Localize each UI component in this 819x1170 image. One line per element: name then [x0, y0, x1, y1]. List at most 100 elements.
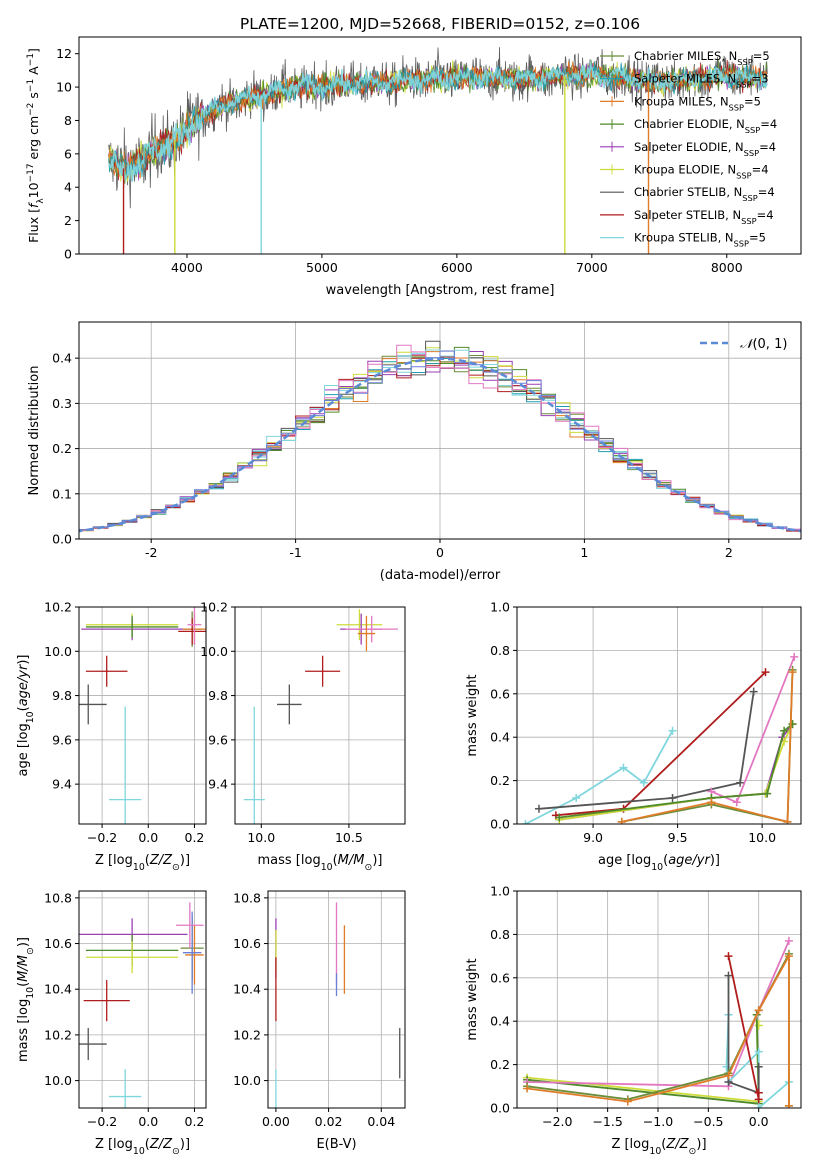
- legend-entry: 𝒩(0, 1): [740, 337, 787, 352]
- y-tick-label: 10.0: [44, 644, 72, 659]
- series-marker: [623, 1097, 632, 1106]
- legend-entry: Salpeter MILES, NSSP=3: [634, 72, 769, 90]
- series-line: [559, 723, 794, 821]
- x-tick-label: 0.04: [367, 1114, 395, 1129]
- y-tick-label: 0.8: [490, 643, 510, 658]
- y-tick-label: 0.1: [52, 486, 72, 501]
- y-tick-label: 8: [64, 113, 72, 128]
- y-tick-label: 0.0: [52, 532, 72, 547]
- series-marker: [780, 726, 789, 735]
- series-marker: [754, 1021, 763, 1030]
- x-tick-label: 0.0: [138, 1114, 158, 1129]
- series-marker: [572, 793, 581, 802]
- series-marker: [707, 798, 716, 807]
- x-tick-label: 0: [436, 545, 444, 560]
- x-tick-label: -1: [289, 545, 301, 560]
- x-axis-label: E(B-V): [316, 1137, 356, 1152]
- axes-massweight_vs_age: 9.0 9.5 10.0 0.0 0.2 0.4 0.6 0.8 1.0 age [log10(a…: [465, 600, 802, 873]
- axes-frame: [516, 606, 802, 825]
- series-marker: [521, 820, 530, 824]
- y-axis-label: age [log10(age/yr)]: [16, 654, 36, 776]
- y-tick-label: 10.2: [233, 1027, 261, 1042]
- y-tick-label: 1.0: [490, 600, 510, 615]
- series-marker: [784, 1101, 793, 1108]
- axes-frame: [267, 890, 406, 1109]
- series-line: [526, 952, 790, 1106]
- y-tick-label: 10.8: [44, 890, 72, 905]
- y-tick-label: 10.6: [44, 936, 72, 951]
- x-tick-label: 9.0: [583, 830, 603, 845]
- x-axis-label: age [log10(age/yr)]: [598, 853, 720, 873]
- x-tick-label: 0.2: [185, 1114, 205, 1129]
- x-tick-label: 10.0: [247, 830, 275, 845]
- plot-area: [79, 340, 801, 533]
- y-axis-label: mass weight: [465, 674, 480, 756]
- legend-entry: Kroupa ELODIE, NSSP=4: [634, 163, 769, 181]
- series-line: [527, 1020, 760, 1103]
- y-tick-label: 0.2: [490, 773, 510, 788]
- series-line: [727, 975, 760, 1095]
- y-tick-label: 0.6: [490, 970, 510, 985]
- series-marker: [736, 778, 745, 787]
- x-tick-label: 0.2: [185, 830, 205, 845]
- x-tick-label: 2: [725, 545, 733, 560]
- y-tick-label: 0.4: [52, 351, 72, 366]
- y-axis-label: mass [log10(M/M⊙)]: [16, 937, 36, 1062]
- series-line: [621, 672, 794, 823]
- plot-area: [243, 609, 398, 824]
- x-tick-label: -2: [145, 545, 157, 560]
- plot-area: [79, 607, 206, 824]
- series-line: [527, 940, 790, 1088]
- series-marker: [617, 817, 626, 824]
- x-tick-label: 0.02: [315, 1114, 343, 1129]
- figure-title: PLATE=1200, MJD=52668, FIBERID=0152, z=0…: [240, 15, 640, 33]
- series-marker: [754, 1062, 763, 1071]
- x-tick-label: 10.5: [335, 830, 363, 845]
- plot-area: [521, 652, 799, 824]
- series-marker: [724, 952, 733, 961]
- series-marker: [724, 971, 733, 980]
- axes-age_vs_Z: −0.2 0.0 0.2 9.4 9.6 9.8 10.0 10.2 Z [log10(Z/Z⊙…: [16, 600, 207, 873]
- series-line: [525, 730, 674, 824]
- series-marker: [763, 789, 772, 798]
- series-marker: [523, 1084, 532, 1093]
- axes-spectrum: 4000 5000 6000 7000 8000 0 2 4 6 8 10 12 wavelength …: [26, 36, 802, 298]
- x-tick-label: 0.00: [262, 1114, 290, 1129]
- series-marker: [783, 817, 792, 824]
- x-tick-label: −1.0: [643, 1114, 673, 1129]
- series-marker: [555, 813, 564, 822]
- plot-area: [108, 47, 768, 254]
- y-tick-label: 1.0: [490, 884, 510, 899]
- x-tick-label: 0.0: [138, 830, 158, 845]
- x-tick-label: −2.0: [542, 1114, 572, 1129]
- y-tick-label: 9.6: [52, 732, 72, 747]
- axes-mass_vs_ebv: 0.00 0.02 0.04 10.0 10.2 10.4 10.6 10.8 E(B-V): [233, 890, 406, 1152]
- x-axis-label: mass [log10(M/M⊙)]: [258, 853, 383, 873]
- y-tick-label: 0.0: [490, 1101, 510, 1116]
- series-marker: [784, 936, 793, 945]
- axes-residual_hist: -2 -1 0 1 2 0.0 0.1 0.2 0.3 0.4 (data-model)/error…: [27, 321, 802, 583]
- series-marker: [724, 1071, 733, 1080]
- y-tick-label: 0: [64, 247, 72, 262]
- series-marker: [790, 652, 799, 661]
- legend-entry: Chabrier STELIB, NSSP=4: [634, 185, 775, 203]
- y-tick-label: 10.4: [44, 982, 72, 997]
- y-tick-label: 0.8: [490, 927, 510, 942]
- x-axis-label: Z [log10(Z/Z⊙)]: [611, 1137, 706, 1157]
- legend-entry: Salpeter ELODIE, NSSP=4: [634, 140, 776, 158]
- legend-entry: Chabrier MILES, NSSP=5: [634, 49, 770, 67]
- y-tick-label: 0.2: [490, 1057, 510, 1072]
- x-tick-label: 1: [580, 545, 588, 560]
- x-tick-label: 10.0: [748, 830, 776, 845]
- y-tick-label: 10.2: [44, 600, 72, 615]
- y-tick-label: 0.4: [490, 730, 510, 745]
- series-marker: [619, 763, 628, 772]
- y-tick-label: 0.2: [52, 441, 72, 456]
- axes-frame: [234, 606, 406, 825]
- legend-entry: Kroupa MILES, NSSP=5: [634, 94, 761, 112]
- y-tick-label: 10: [56, 80, 72, 95]
- series-marker: [754, 1104, 763, 1108]
- x-tick-label: 6000: [441, 260, 473, 275]
- series-line: [559, 723, 794, 821]
